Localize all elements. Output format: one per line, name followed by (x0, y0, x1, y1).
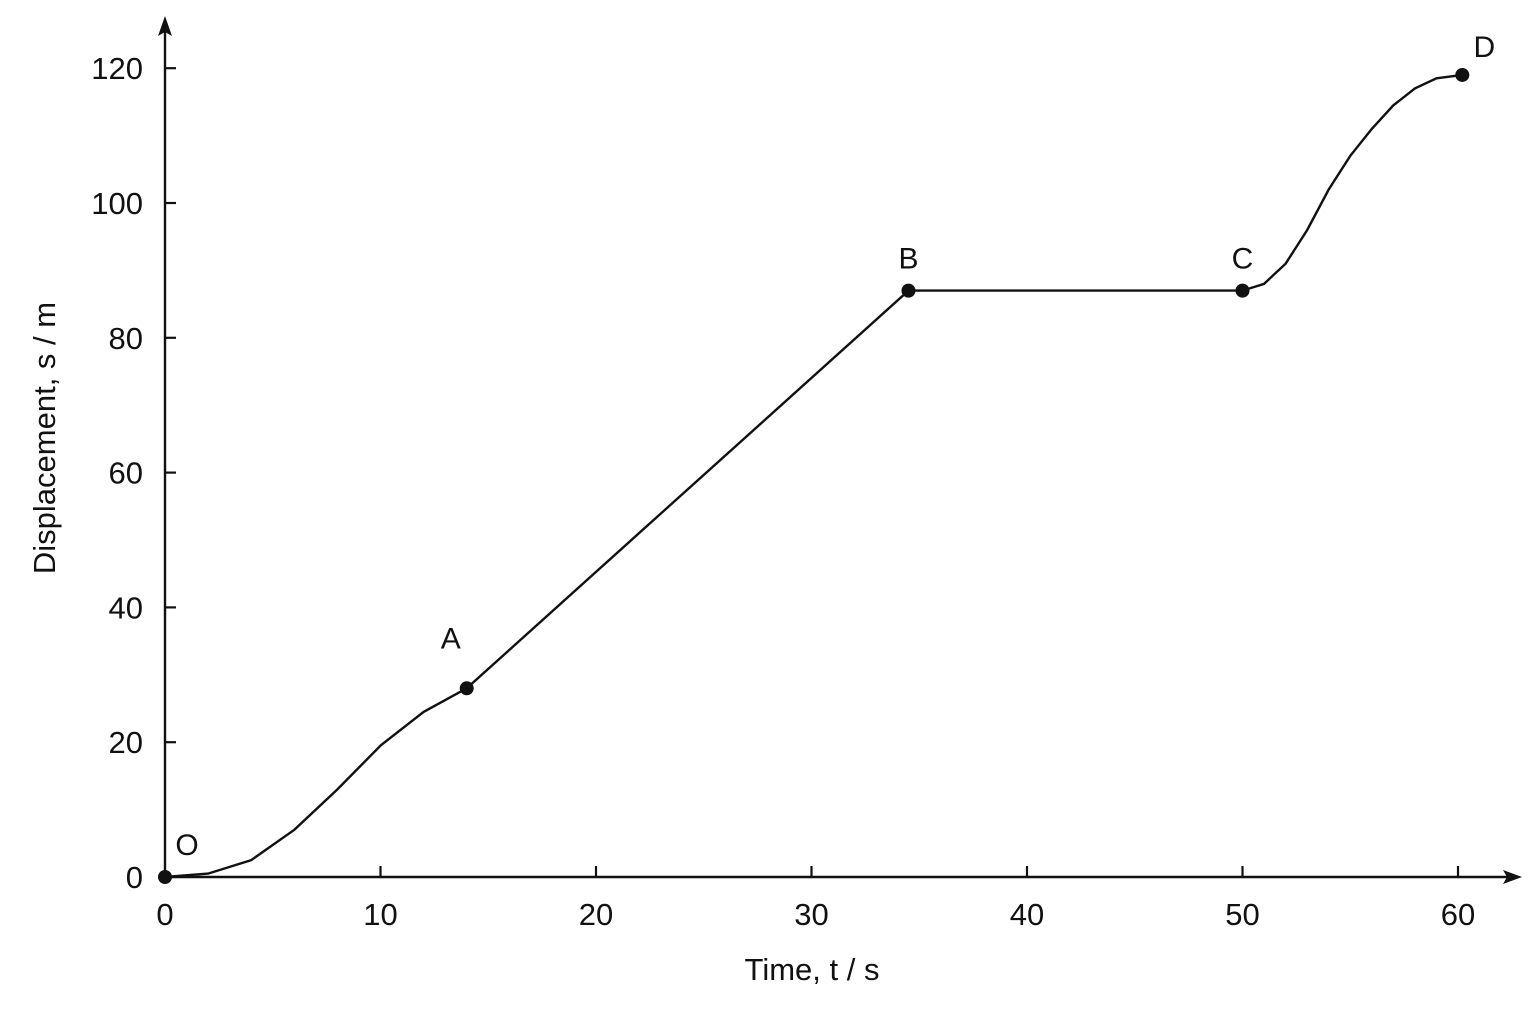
y-tick-label: 60 (109, 456, 143, 491)
point-o-label: O (175, 829, 198, 862)
x-axis-arrow-icon (1503, 870, 1522, 884)
y-axis-arrow-icon (158, 16, 172, 36)
y-tick-label: 120 (91, 51, 143, 86)
x-tick-label: 40 (1010, 897, 1044, 932)
y-axis-label: Displacement, s / m (27, 302, 62, 574)
data-points: O A B C D (158, 31, 1495, 884)
point-o-marker (158, 870, 172, 884)
point-b-label: B (898, 243, 918, 276)
point-d-marker (1455, 67, 1470, 82)
axes (158, 16, 1522, 884)
displacement-curve (164, 73, 1463, 879)
y-tick-label: 20 (109, 725, 143, 760)
y-tick-label: 40 (109, 590, 143, 625)
x-tick-label: 60 (1441, 897, 1475, 932)
point-c-label: C (1232, 243, 1254, 276)
point-a-marker (459, 681, 474, 696)
x-tick-label: 30 (794, 897, 828, 932)
ticks: 0 10 20 30 40 50 60 0 20 40 60 80 100 120 (91, 51, 1475, 932)
x-tick-label: 50 (1225, 897, 1259, 932)
x-axis-label: Time, t / s (745, 952, 880, 987)
x-tick-label: 20 (579, 897, 613, 932)
point-a-label: A (441, 622, 461, 655)
x-tick-label: 0 (156, 897, 173, 932)
point-d-label: D (1473, 31, 1495, 64)
y-tick-label: 80 (109, 321, 143, 356)
y-tick-label: 100 (91, 186, 143, 221)
y-tick-label: 0 (126, 860, 143, 895)
x-tick-label: 10 (363, 897, 397, 932)
point-c-marker (1235, 283, 1250, 298)
point-b-marker (901, 283, 916, 298)
